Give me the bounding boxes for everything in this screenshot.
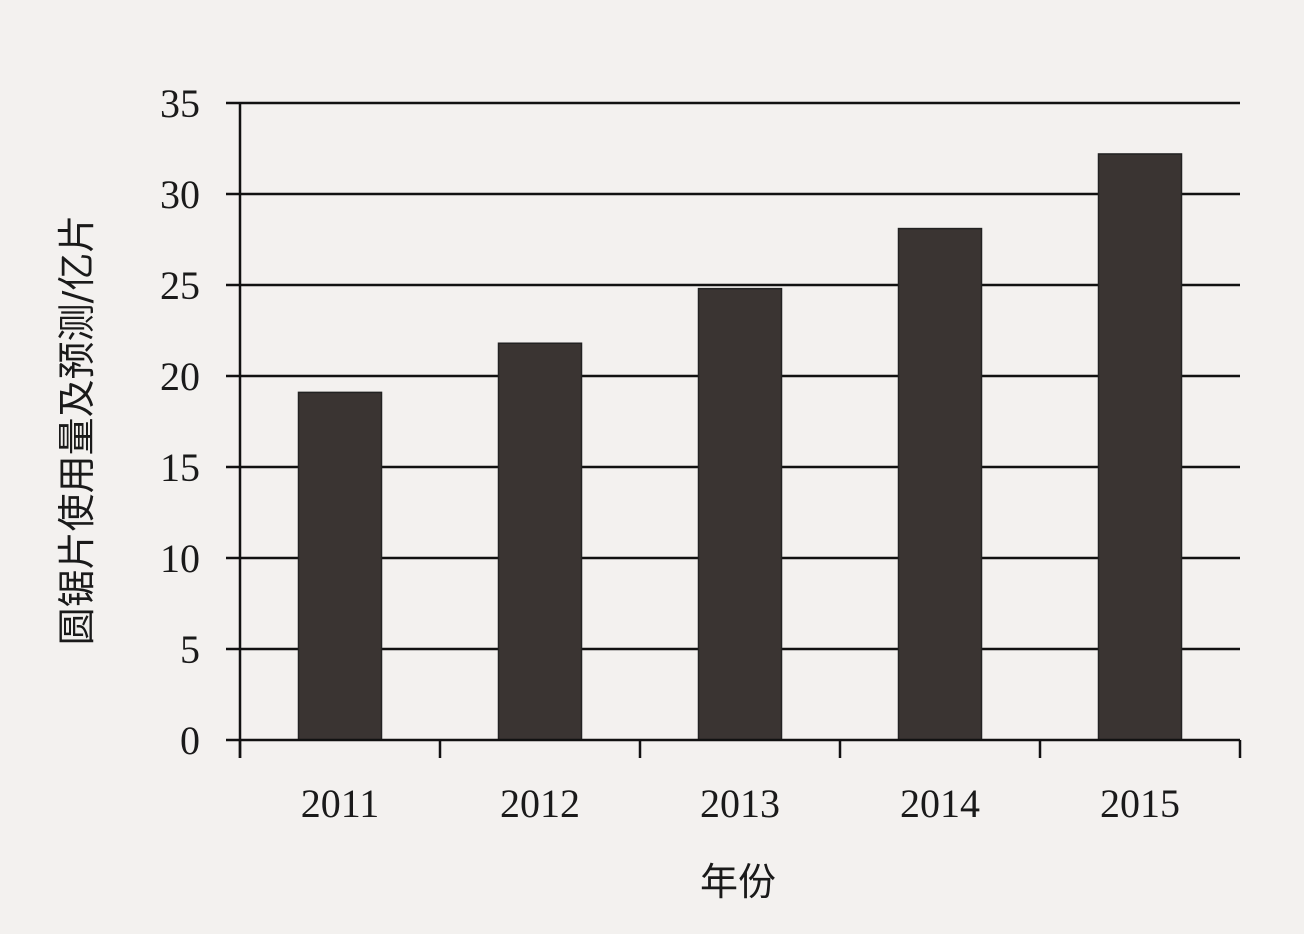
bar-2012 <box>497 342 583 741</box>
y-tick-label: 0 <box>180 718 200 763</box>
x-axis-label: 年份 <box>700 860 776 904</box>
bar-2011 <box>297 391 383 741</box>
x-tick-label: 2015 <box>1100 781 1180 826</box>
y-tick-label: 5 <box>180 627 200 672</box>
y-tick-label: 10 <box>160 536 200 581</box>
y-tick-label: 25 <box>160 263 200 308</box>
y-tick-label: 30 <box>160 172 200 217</box>
y-tick-labels: 0 5 10 15 20 25 30 35 <box>160 81 200 763</box>
x-tick-labels: 2011 2012 2013 2014 2015 <box>301 781 1180 826</box>
y-tick-label: 20 <box>160 354 200 399</box>
bar-2015 <box>1097 153 1183 741</box>
x-tick-label: 2014 <box>900 781 980 826</box>
y-axis-label: 圆锯片使用量及预测/亿片 <box>55 215 99 646</box>
bar-2013 <box>697 287 783 741</box>
axes <box>226 103 1242 758</box>
y-tick-label: 35 <box>160 81 200 126</box>
x-tick-label: 2012 <box>500 781 580 826</box>
bar-2014 <box>897 227 983 741</box>
bars <box>297 153 1183 741</box>
x-tick-label: 2013 <box>700 781 780 826</box>
y-tick-label: 15 <box>160 445 200 490</box>
x-tick-label: 2011 <box>301 781 380 826</box>
